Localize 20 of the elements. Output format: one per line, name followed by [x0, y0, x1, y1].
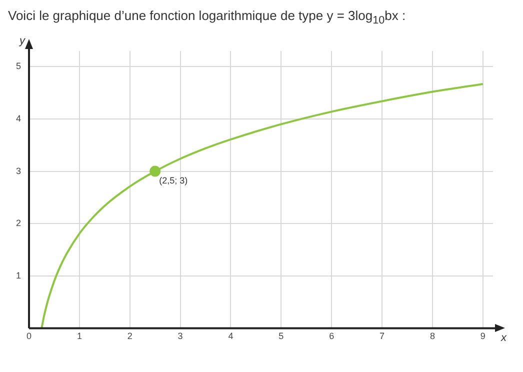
y-tick-label: 2	[16, 218, 22, 228]
y-tick-label: 1	[16, 270, 22, 280]
x-tick-label: 3	[178, 330, 183, 341]
x-tick-label: 6	[329, 330, 334, 341]
annotation: (2,5; 3)	[159, 174, 188, 185]
y-tick-label: 5	[16, 60, 22, 71]
y-tick-label: 4	[16, 113, 22, 124]
x-tick-label: 5	[278, 330, 284, 341]
chart-title: Voici le graphique d’une fonction logarithmique de type y = 3log$_{10}$bx :	[8, 8, 407, 27]
y-axis-title: y	[18, 34, 27, 47]
x-tick-label: 0	[26, 330, 32, 341]
x-tick-label: 8	[430, 330, 435, 341]
x-tick-label: 4	[228, 330, 234, 341]
y-tick-label: 3	[16, 165, 22, 176]
x-axis-title: x	[500, 331, 507, 344]
x-tick-label: 7	[380, 330, 385, 341]
line-series	[40, 82, 484, 328]
x-tick-label: 2	[127, 330, 132, 341]
x-tick-label: 1	[76, 330, 82, 341]
x-tick-label: 9	[480, 330, 486, 341]
